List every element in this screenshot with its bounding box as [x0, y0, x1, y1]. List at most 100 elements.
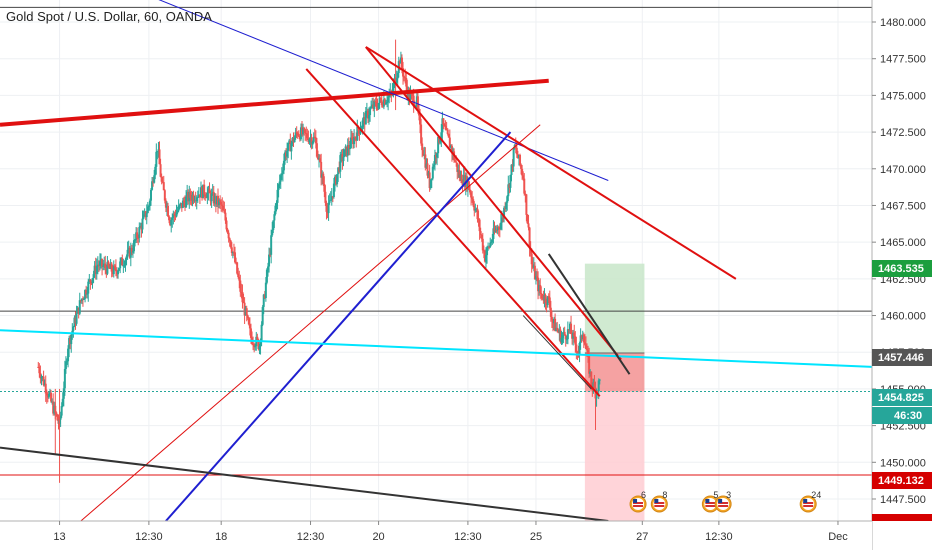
- candle-body: [234, 252, 237, 263]
- candle-body: [373, 101, 376, 109]
- candle-body: [230, 247, 233, 254]
- candle-body: [137, 237, 140, 239]
- candle-body: [510, 164, 513, 175]
- candle-body: [525, 194, 528, 215]
- candle-body: [543, 295, 546, 301]
- candle-body: [57, 420, 60, 424]
- y-tick-label: 1467.500: [880, 200, 926, 212]
- cyan-support: [0, 329, 873, 368]
- candle-body: [165, 205, 168, 208]
- dark-wedge-lower: [522, 315, 592, 390]
- event-count: 3: [726, 490, 731, 500]
- candle-body: [512, 148, 515, 167]
- candle-body: [422, 150, 425, 156]
- candle-body: [398, 61, 401, 64]
- current-price-tag: 1454.825: [878, 392, 924, 404]
- candle-body: [438, 136, 441, 143]
- us-flag-icon: 6: [629, 490, 647, 513]
- candle-body: [168, 216, 171, 221]
- candle-body: [361, 120, 364, 128]
- candle-body: [441, 118, 444, 133]
- candle-body: [107, 261, 110, 267]
- us-flag-icon: 8: [650, 490, 668, 513]
- candle-body: [589, 371, 592, 374]
- candle-body: [180, 202, 183, 208]
- candle-body: [288, 140, 291, 143]
- candle-body: [592, 382, 595, 389]
- candle-body: [143, 211, 146, 215]
- candle-body: [69, 338, 72, 345]
- candle-body: [268, 254, 271, 267]
- candle-body: [312, 136, 315, 142]
- candle-body: [370, 107, 373, 109]
- candle-body: [294, 132, 297, 138]
- candle-body: [511, 164, 514, 167]
- candle-body: [120, 257, 123, 262]
- candle-body: [522, 175, 525, 179]
- candle-body: [553, 318, 556, 324]
- candle-body: [577, 352, 580, 354]
- candle-body: [44, 383, 47, 394]
- flag-canton: [705, 499, 710, 503]
- candle-body: [157, 149, 160, 152]
- flag-canton: [803, 499, 808, 503]
- candle-body: [164, 200, 167, 208]
- candle-body: [587, 350, 590, 356]
- x-tick-label: Dec: [828, 531, 848, 543]
- candle-body: [153, 175, 156, 183]
- flag-stripe: [718, 505, 729, 507]
- candle-body: [101, 259, 104, 267]
- candle-body: [402, 68, 405, 77]
- candle-body: [343, 149, 346, 157]
- candle-body: [265, 269, 268, 283]
- candle-body: [478, 219, 481, 232]
- candle-body: [41, 376, 44, 378]
- candle-body: [524, 193, 527, 195]
- candle-body: [365, 110, 368, 112]
- candle-body: [60, 406, 63, 416]
- y-tick-label: 1447.500: [880, 494, 926, 506]
- candle-body: [335, 176, 338, 185]
- x-tick-label: 18: [215, 531, 227, 543]
- candle-body: [395, 78, 398, 83]
- candle-body: [557, 330, 560, 333]
- candle-body: [448, 137, 451, 148]
- candle-body: [533, 265, 536, 280]
- candle-body: [515, 147, 518, 155]
- candle-body: [356, 126, 359, 141]
- candle-body: [407, 91, 410, 98]
- candle-body: [225, 220, 228, 230]
- candle-body: [425, 163, 428, 168]
- price-tags: 1463.535 1457.446 1454.825 46:30 1449.13…: [872, 260, 932, 521]
- candle-body: [148, 200, 151, 206]
- candle-body: [554, 318, 557, 332]
- candle-body: [127, 247, 130, 250]
- candle-body: [412, 95, 415, 107]
- stop-loss-tag-bg: [872, 472, 932, 489]
- candle-body: [470, 192, 473, 198]
- candle-body: [349, 137, 352, 149]
- candle-body: [146, 206, 149, 213]
- candle-body: [218, 200, 221, 206]
- candle-body: [128, 247, 131, 258]
- countdown-tag: 46:30: [894, 410, 922, 422]
- candle-body: [224, 212, 227, 221]
- candle-body: [77, 307, 80, 314]
- candle-body: [595, 390, 598, 399]
- candle-body: [588, 355, 591, 374]
- candle-body: [219, 200, 222, 202]
- candle-body: [534, 276, 537, 280]
- event-count: 5: [713, 490, 718, 500]
- x-tick-label: 12:30: [297, 531, 325, 543]
- candle-body: [197, 194, 200, 197]
- candle-body: [537, 277, 540, 292]
- candle-body: [92, 274, 95, 279]
- candle-body: [301, 127, 304, 135]
- candle-body: [178, 204, 181, 206]
- candle-body: [426, 163, 429, 176]
- candle-body: [90, 282, 93, 284]
- candle-body: [181, 200, 184, 208]
- candle-body: [209, 193, 212, 202]
- candle-body: [253, 344, 256, 347]
